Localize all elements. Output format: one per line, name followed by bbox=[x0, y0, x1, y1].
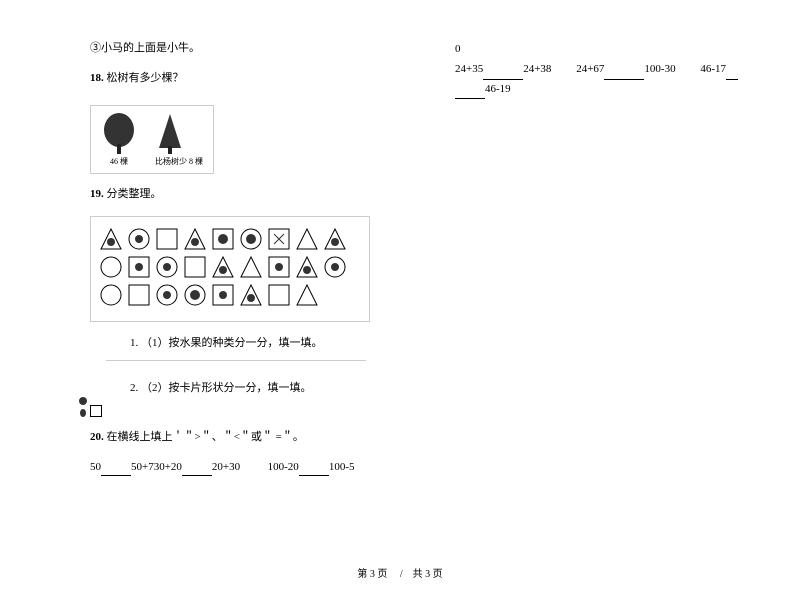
q20-row2b: 46-19 bbox=[455, 80, 785, 100]
square-icon bbox=[183, 255, 207, 279]
q20-r1-c: 20+30 bbox=[212, 461, 240, 473]
q19-shape-answer bbox=[90, 405, 710, 417]
square-icon bbox=[267, 255, 291, 279]
blank-input[interactable] bbox=[101, 464, 131, 476]
blank-input[interactable] bbox=[182, 464, 212, 476]
q20-r1-e: 100-5 bbox=[329, 461, 355, 473]
square-icon bbox=[267, 227, 291, 251]
square-icon bbox=[155, 227, 179, 251]
blank-input[interactable] bbox=[299, 464, 329, 476]
triangle-icon bbox=[295, 227, 319, 251]
square-icon bbox=[211, 227, 235, 251]
q19-sub2-text: （2）按卡片形状分一分，填一填。 bbox=[141, 382, 312, 394]
empty-square-icon bbox=[90, 405, 102, 417]
blank-input[interactable] bbox=[455, 87, 485, 99]
circle-icon bbox=[99, 283, 123, 307]
q20-text: 在横线上填上＇＂>＂、＂<＂或＂ =＂。 bbox=[107, 431, 304, 443]
fruit-key bbox=[78, 395, 88, 417]
tree-pine-label: 比杨树少 8 棵 bbox=[155, 156, 203, 167]
q20-r2-e: 100-30 bbox=[644, 63, 675, 75]
q19-sub1: 1. （1）按水果的种类分一分，填一填。 bbox=[130, 334, 710, 350]
triangle-icon bbox=[211, 255, 235, 279]
footer-total: / 共 3 页 bbox=[400, 569, 443, 580]
circle-icon bbox=[239, 227, 263, 251]
circle-icon bbox=[323, 255, 347, 279]
q19: 19. 分类整理。 bbox=[90, 186, 710, 204]
square-icon bbox=[267, 283, 291, 307]
circle-icon bbox=[127, 227, 151, 251]
circle-icon bbox=[155, 283, 179, 307]
q18-text: 松树有多少棵？ bbox=[107, 72, 184, 84]
footer-page: 第 3 页 bbox=[357, 569, 387, 580]
q20-row2: 24+35 24+38 24+67 100-30 46-17 bbox=[455, 60, 785, 80]
q19-num: 19. bbox=[90, 188, 104, 200]
blank-input[interactable] bbox=[726, 68, 738, 80]
apple-icon bbox=[78, 395, 88, 405]
q20-r1-b: 50+730+20 bbox=[131, 461, 182, 473]
q18-image: 46 棵 比杨树少 8 棵 bbox=[90, 105, 214, 174]
q20-r2-b: 24+35 bbox=[455, 63, 483, 75]
tree-broad: 46 棵 bbox=[101, 112, 137, 167]
triangle-icon bbox=[323, 227, 347, 251]
blank-input[interactable] bbox=[604, 68, 644, 80]
square-icon bbox=[127, 283, 151, 307]
tree-pine: 比杨树少 8 棵 bbox=[155, 112, 203, 167]
page-footer: 第 3 页 / 共 3 页 bbox=[0, 565, 800, 580]
triangle-icon bbox=[295, 255, 319, 279]
square-icon bbox=[211, 283, 235, 307]
q19-text: 分类整理。 bbox=[107, 188, 162, 200]
q20-r2-c: 24+38 bbox=[523, 63, 551, 75]
pine-tree-icon bbox=[155, 112, 185, 156]
tree-broad-label: 46 棵 bbox=[101, 156, 137, 167]
triangle-icon bbox=[239, 255, 263, 279]
q20-r2-d: 24+67 bbox=[576, 63, 604, 75]
q20-r2-a: 0 bbox=[455, 40, 785, 60]
divider bbox=[106, 360, 366, 361]
circle-icon bbox=[99, 255, 123, 279]
pear-icon bbox=[78, 407, 88, 417]
q18-num: 18. bbox=[90, 72, 104, 84]
q19-sub2: 2. （2）按卡片形状分一分，填一填。 bbox=[130, 379, 710, 395]
q20: 20. 在横线上填上＇＂>＂、＂<＂或＂ =＂。 bbox=[90, 429, 710, 447]
triangle-icon bbox=[239, 283, 263, 307]
q20-num: 20. bbox=[90, 431, 104, 443]
q20-r1-a: 50 bbox=[90, 461, 101, 473]
triangle-icon bbox=[183, 227, 207, 251]
triangle-icon bbox=[99, 227, 123, 251]
broadleaf-tree-icon bbox=[101, 112, 137, 156]
q19-sub1-text: （1）按水果的种类分一分，填一填。 bbox=[141, 337, 323, 349]
triangle-icon bbox=[295, 283, 319, 307]
q19-sub2-num: 2. bbox=[130, 382, 138, 394]
q20-row1: 50 50+730+20 20+30 100-20 100-5 bbox=[90, 459, 710, 477]
circle-icon bbox=[183, 283, 207, 307]
q20-r2-g: 46-19 bbox=[485, 83, 511, 95]
right-column: 0 24+35 24+38 24+67 100-30 46-17 46-19 bbox=[455, 40, 785, 99]
circle-icon bbox=[155, 255, 179, 279]
q19-sub1-num: 1. bbox=[130, 337, 138, 349]
square-icon bbox=[127, 255, 151, 279]
q19-shapes bbox=[90, 216, 370, 322]
q20-r1-d: 100-20 bbox=[268, 461, 299, 473]
blank-input[interactable] bbox=[483, 68, 523, 80]
q20-r2-f: 46-17 bbox=[700, 63, 726, 75]
